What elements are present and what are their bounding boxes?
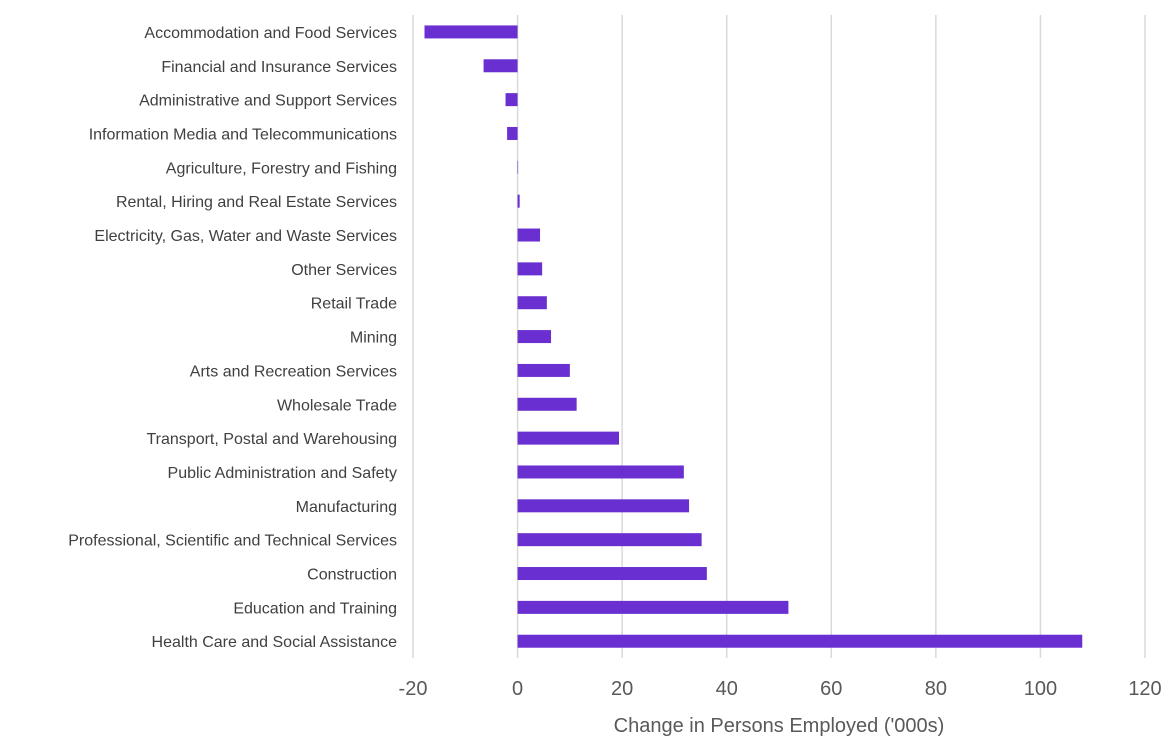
category-label: Education and Training [233,600,397,617]
bar [517,397,577,411]
category-label: Arts and Recreation Services [190,363,397,380]
x-tick-label: 0 [512,678,523,700]
x-tick-label: 60 [820,678,842,700]
category-labels: Accommodation and Food Services Financial… [68,25,397,651]
bar [517,600,789,614]
bars [424,25,1083,648]
x-tick-label: 20 [611,678,633,700]
bar [517,228,541,242]
bar [517,296,547,310]
bar [517,194,520,208]
x-tick-label: -20 [399,678,428,700]
bar [517,533,702,547]
category-label: Information Media and Telecommunications [89,126,397,143]
bar [483,59,518,73]
bar [507,126,518,140]
category-label: Financial and Insurance Services [161,59,397,76]
gridlines [412,15,1146,658]
x-tick-label: 80 [925,678,947,700]
bar [505,93,518,107]
bar [517,160,519,174]
bar [517,634,1083,648]
bar [517,499,690,513]
x-tick-label: 40 [716,678,738,700]
category-label: Transport, Postal and Warehousing [147,431,398,448]
x-tick-label: 100 [1024,678,1057,700]
category-label: Retail Trade [311,296,397,313]
x-tick-labels: -20 0 20 40 60 80 100 120 [399,678,1162,700]
category-label: Public Administration and Safety [168,465,397,482]
category-label: Construction [307,567,397,584]
category-label: Wholesale Trade [277,397,397,414]
category-label: Other Services [291,262,397,279]
bar [517,465,684,479]
category-label: Manufacturing [296,499,397,516]
category-label: Administrative and Support Services [139,93,397,110]
category-label: Professional, Scientific and Technical S… [68,533,397,550]
x-tick-label: 120 [1128,678,1161,700]
bar [517,363,570,377]
bar [424,25,518,39]
category-label: Health Care and Social Assistance [152,634,398,651]
x-axis-title: Change in Persons Employed ('000s) [614,715,945,737]
category-label: Agriculture, Forestry and Fishing [166,160,397,177]
category-label: Rental, Hiring and Real Estate Services [116,194,397,211]
category-label: Accommodation and Food Services [144,25,397,42]
bar [517,431,620,445]
bar [517,262,543,276]
category-label: Mining [350,330,397,347]
bar [517,330,552,344]
bar [517,567,707,581]
category-label: Electricity, Gas, Water and Waste Servic… [94,228,397,245]
